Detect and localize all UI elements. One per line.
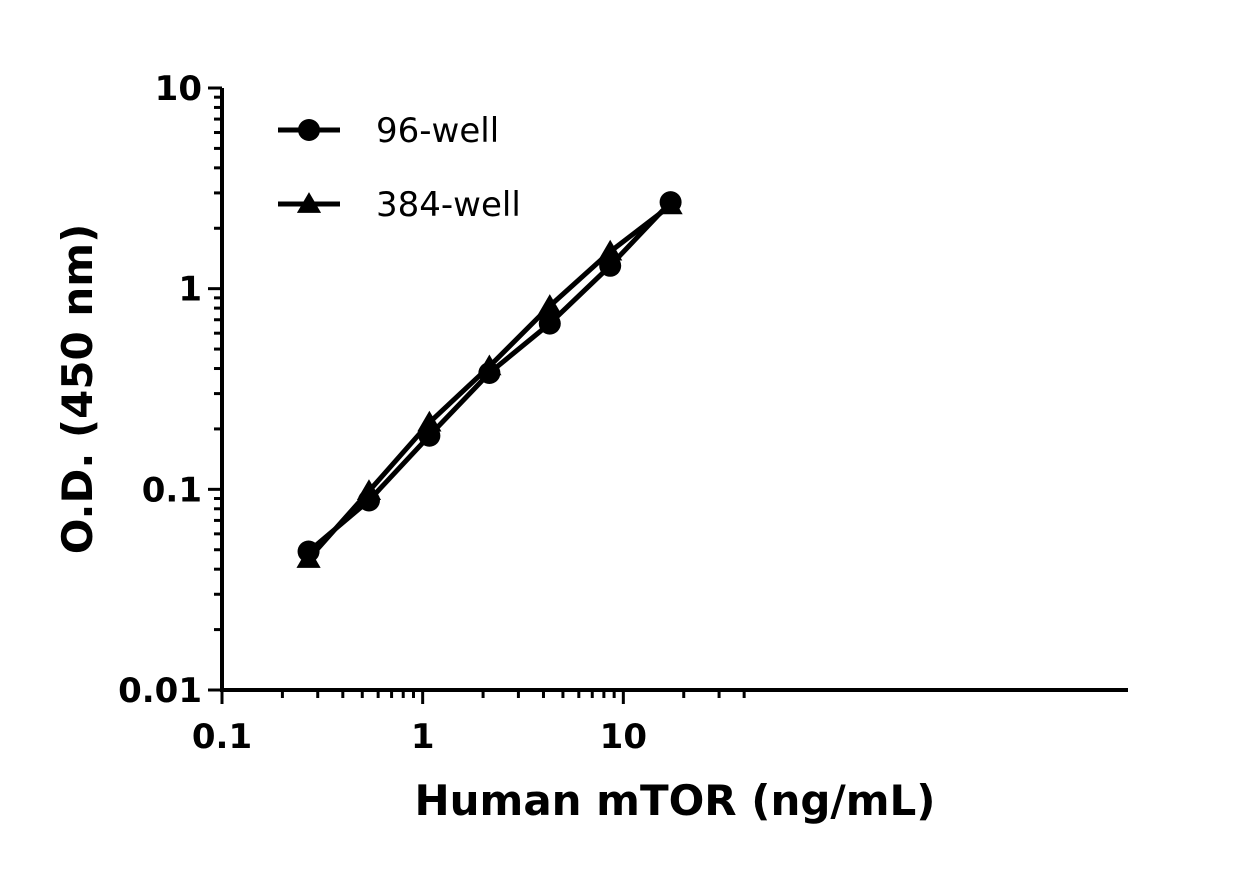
x-tick-label: 10 <box>600 717 647 757</box>
data-point <box>598 239 623 261</box>
x-tick-label: 0.1 <box>192 717 252 757</box>
axes <box>220 88 1128 692</box>
x-tick-label: 1 <box>411 717 435 757</box>
legend-marker <box>298 119 320 141</box>
data-point <box>537 294 562 315</box>
series-1 <box>296 193 683 568</box>
y-tick-label: 0.01 <box>118 671 202 711</box>
legend: 96-well 384-well <box>278 111 521 225</box>
data-point <box>356 479 382 501</box>
y-tick-label: 0.1 <box>142 470 202 510</box>
data-point <box>538 312 561 335</box>
ticks: 0.01 0.1 1 10 0.1 1 10 <box>118 69 746 757</box>
y-axis-title: O.D. (450 nm) <box>53 224 102 555</box>
y-tick-label: 10 <box>155 69 202 109</box>
data-point <box>658 193 683 215</box>
legend-item: 96-well <box>278 111 499 151</box>
data-point <box>477 354 502 376</box>
legend-marker <box>296 192 322 213</box>
legend-item: 384-well <box>278 185 521 225</box>
x-axis-title: Human mTOR (ng/mL) <box>415 776 936 825</box>
legend-label: 384-well <box>376 185 521 225</box>
legend-label: 96-well <box>376 111 499 151</box>
data-point <box>296 547 321 568</box>
y-tick-label: 1 <box>178 270 202 310</box>
series <box>296 191 683 568</box>
data-point <box>417 410 442 432</box>
